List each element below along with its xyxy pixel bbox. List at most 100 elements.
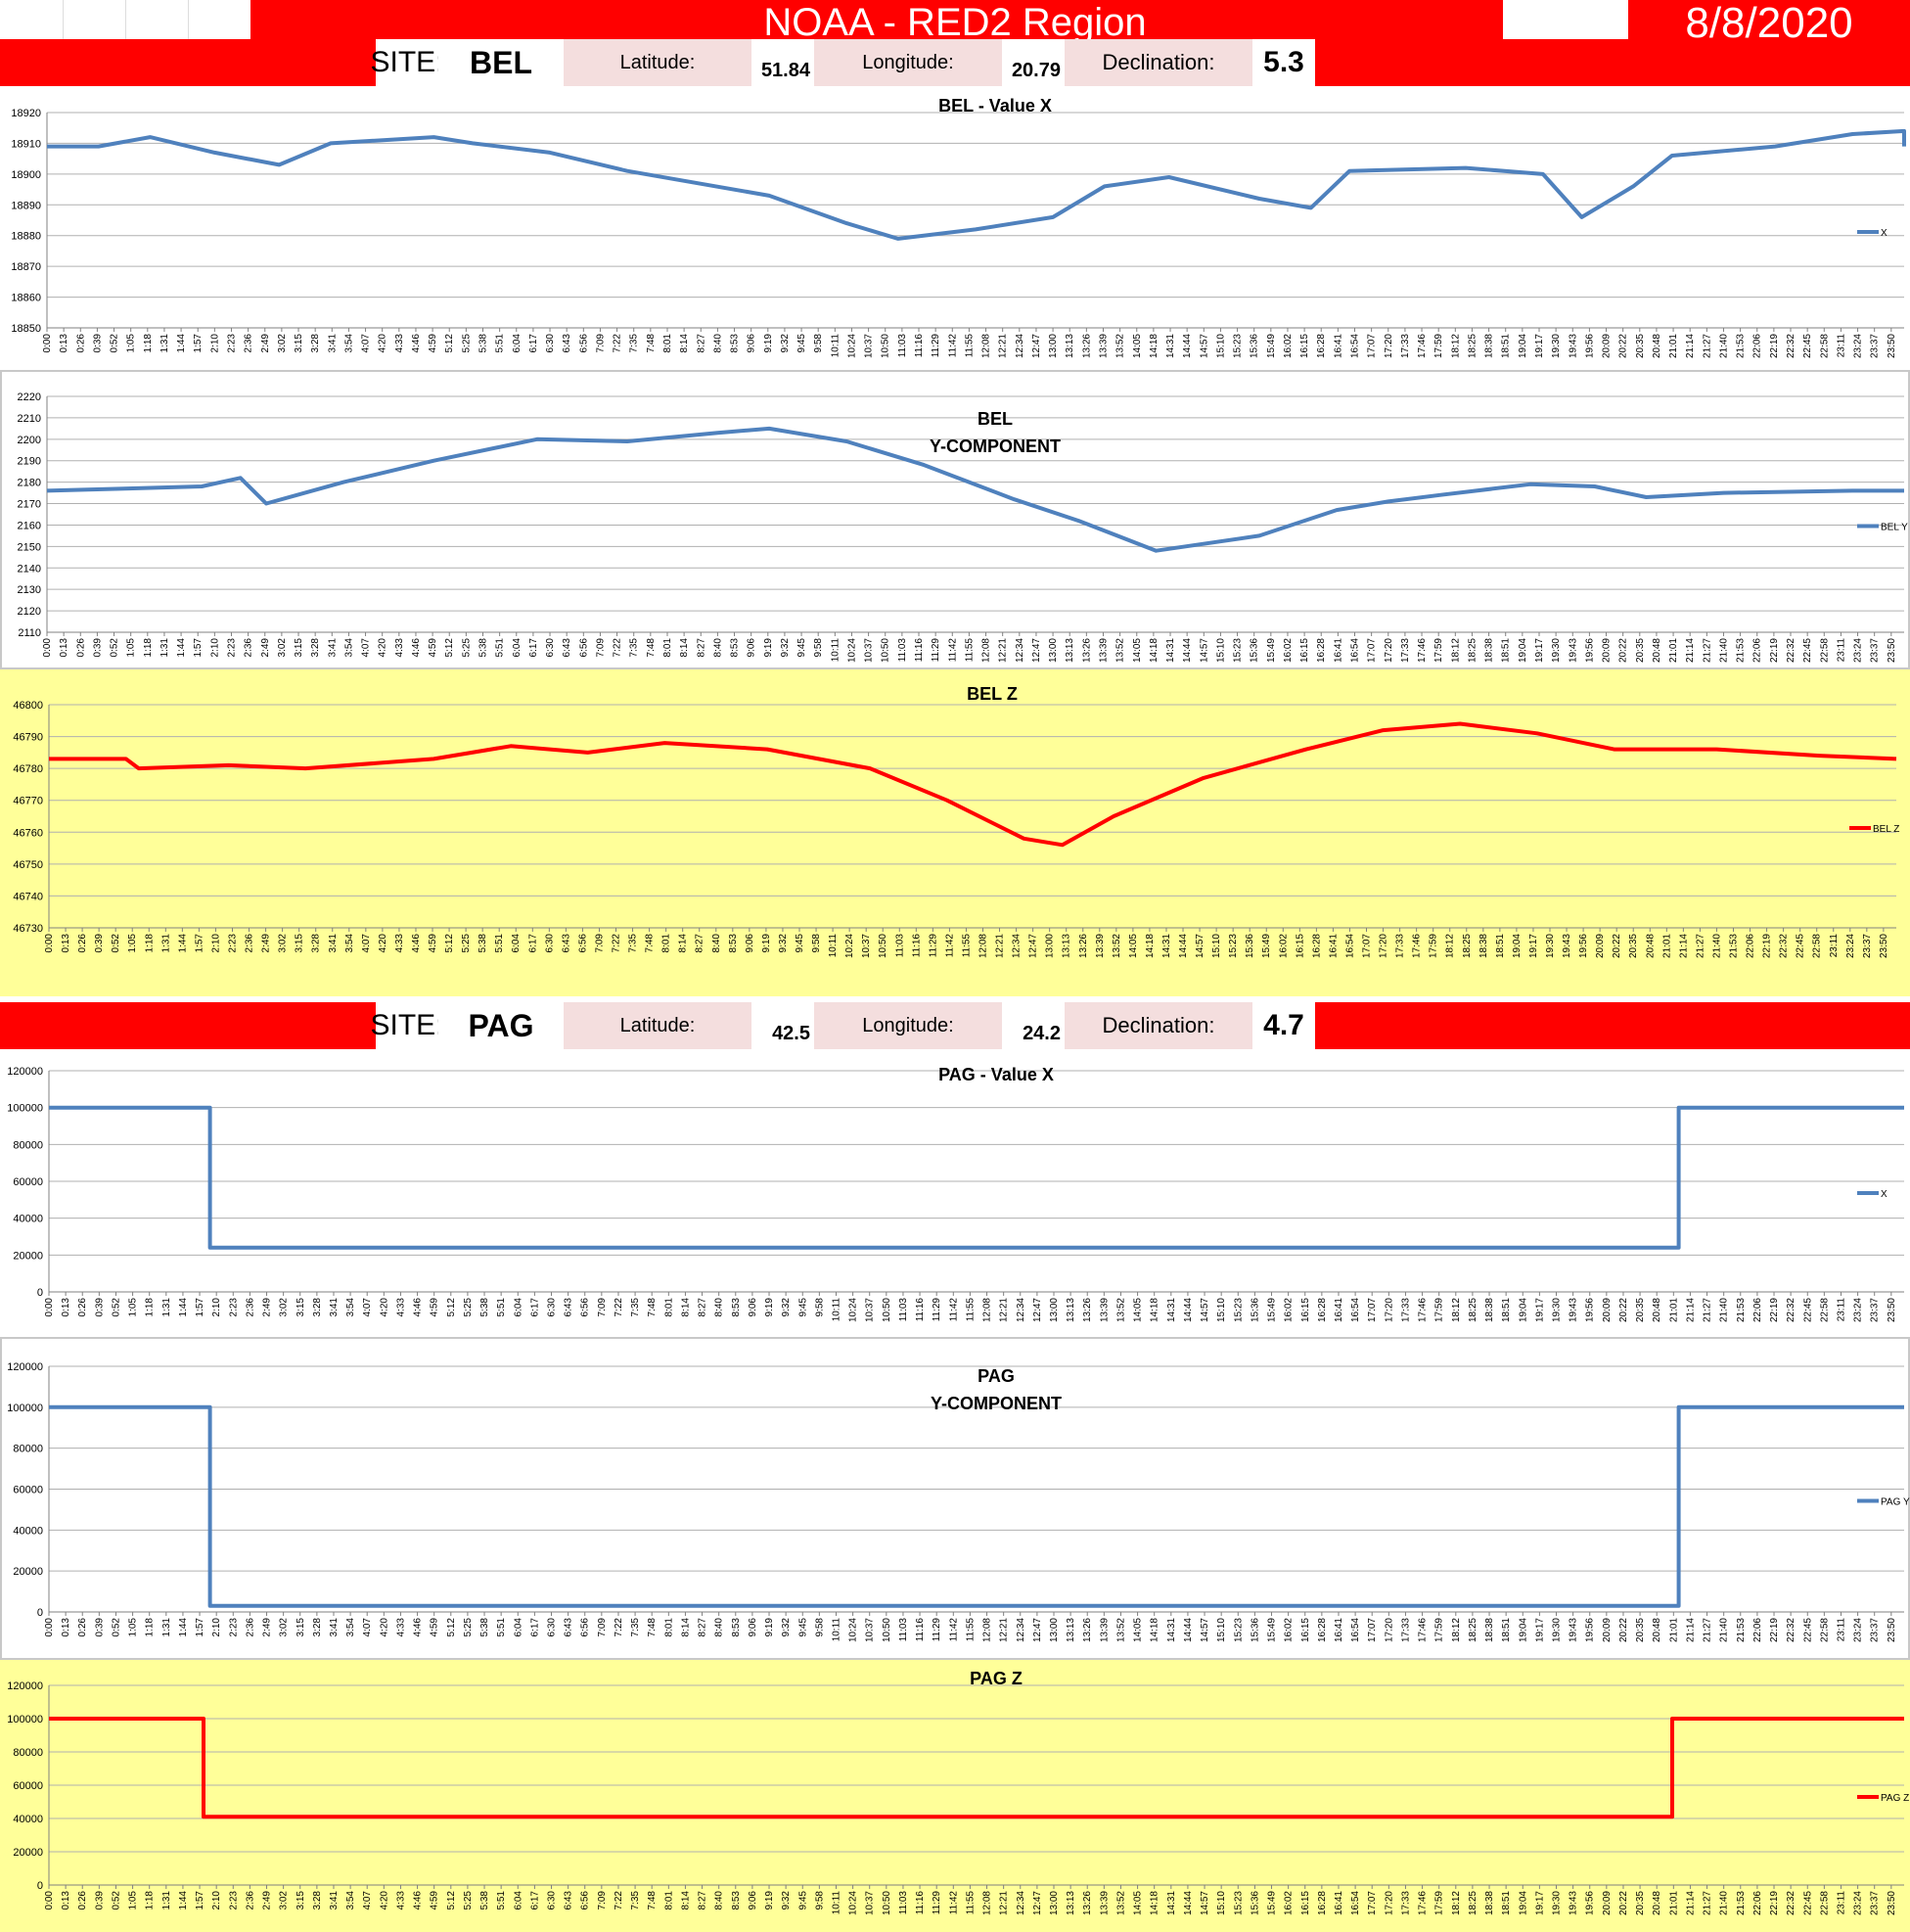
x-tick-label: 9:45	[795, 934, 805, 953]
declination-label: Declination:	[1065, 1002, 1252, 1049]
longitude-label: Longitude:	[814, 39, 1002, 86]
x-tick-label: 16:54	[1350, 1298, 1361, 1322]
x-tick-label: 2:49	[262, 1891, 273, 1910]
x-tick-label: 11:55	[961, 934, 972, 958]
x-tick-label: 9:19	[764, 1891, 775, 1910]
x-tick-label: 22:06	[1752, 1618, 1763, 1642]
x-tick-label: 23:37	[1870, 1618, 1881, 1642]
x-tick-label: 5:51	[495, 638, 506, 658]
x-tick-label: 7:22	[614, 1298, 624, 1317]
x-tick-label: 1:18	[145, 1891, 156, 1910]
x-tick-label: 22:19	[1769, 1891, 1780, 1915]
y-tick-label: 60000	[13, 1780, 43, 1792]
x-tick-label: 9:45	[797, 1618, 808, 1637]
x-tick-label: 11:03	[898, 1891, 909, 1915]
x-tick-label: 6:56	[578, 638, 589, 658]
x-tick-label: 5:51	[494, 934, 505, 953]
x-tick-label: 13:39	[1098, 638, 1109, 663]
y-tick-label: 18860	[11, 293, 41, 304]
x-tick-label: 0:39	[92, 638, 103, 658]
x-tick-label: 4:46	[411, 934, 422, 953]
x-tick-label: 6:56	[577, 934, 588, 953]
x-tick-label: 22:45	[1802, 1298, 1813, 1322]
x-tick-label: 8:01	[662, 638, 673, 658]
x-tick-label: 21:27	[1695, 934, 1705, 958]
x-tick-label: 16:02	[1284, 1298, 1295, 1322]
x-tick-label: 6:17	[527, 934, 538, 953]
x-tick-label: 17:59	[1434, 1891, 1445, 1915]
latitude-label: Latitude:	[564, 1002, 751, 1049]
x-tick-label: 19:43	[1569, 1891, 1579, 1915]
x-tick-label: 5:25	[461, 934, 472, 953]
x-tick-label: 0:39	[94, 1891, 105, 1910]
x-tick-label: 23:11	[1836, 334, 1846, 358]
x-tick-label: 22:19	[1762, 934, 1773, 958]
x-tick-label: 18:25	[1468, 1298, 1478, 1322]
x-tick-label: 13:13	[1066, 1298, 1076, 1322]
x-tick-label: 4:07	[361, 638, 372, 658]
x-tick-label: 11:42	[948, 1891, 959, 1915]
x-tick-label: 7:09	[594, 934, 605, 953]
x-tick-label: 3:41	[327, 638, 338, 658]
x-tick-label: 6:17	[529, 1298, 540, 1317]
legend-label: X	[1881, 1189, 1887, 1200]
x-tick-label: 3:54	[343, 334, 354, 353]
x-tick-label: 6:04	[512, 334, 523, 353]
x-tick-label: 6:56	[578, 334, 589, 353]
x-tick-label: 11:16	[915, 1891, 926, 1915]
x-tick-label: 5:12	[444, 334, 455, 353]
x-tick-label: 8:27	[698, 1298, 708, 1317]
x-tick-label: 0:26	[77, 1298, 88, 1317]
x-tick-label: 11:42	[948, 1298, 959, 1322]
x-tick-label: 1:18	[143, 638, 154, 658]
x-tick-label: 4:59	[428, 334, 438, 353]
x-tick-label: 0:26	[75, 334, 86, 353]
x-tick-label: 3:41	[329, 1891, 340, 1910]
x-tick-label: 10:11	[831, 1298, 841, 1322]
x-tick-label: 10:11	[830, 638, 841, 663]
x-tick-label: 16:54	[1350, 334, 1361, 358]
x-tick-label: 22:58	[1819, 334, 1830, 358]
x-tick-label: 21:53	[1736, 1298, 1747, 1322]
x-tick-label: 23:37	[1870, 1298, 1881, 1322]
chart-title: PAG - Value X	[938, 1065, 1054, 1084]
x-tick-label: 12:47	[1032, 1298, 1043, 1322]
x-tick-label: 19:04	[1518, 1618, 1528, 1642]
x-tick-label: 3:02	[278, 934, 289, 953]
x-tick-label: 10:37	[865, 1298, 876, 1322]
x-tick-label: 11:55	[965, 1618, 976, 1642]
x-tick-label: 19:17	[1534, 334, 1545, 358]
x-tick-label: 12:08	[982, 1618, 993, 1642]
x-tick-label: 9:06	[745, 934, 755, 953]
x-tick-label: 0:52	[111, 934, 121, 953]
x-tick-label: 13:39	[1095, 934, 1106, 958]
longitude-value: 24.2	[1002, 1002, 1065, 1049]
x-tick-label: 3:41	[327, 334, 338, 353]
x-tick-label: 16:41	[1328, 934, 1339, 958]
x-tick-label: 7:09	[597, 1891, 608, 1910]
x-tick-label: 23:37	[1862, 934, 1873, 958]
x-tick-label: 2:36	[244, 334, 254, 353]
x-tick-label: 11:29	[931, 638, 941, 663]
x-tick-label: 14:44	[1183, 1891, 1194, 1915]
x-tick-label: 22:58	[1819, 1298, 1830, 1322]
x-tick-label: 1:57	[193, 638, 204, 658]
latitude-value: 42.5	[751, 1002, 814, 1049]
x-tick-label: 15:23	[1233, 638, 1244, 663]
x-tick-label: 13:26	[1082, 1618, 1093, 1642]
x-tick-label: 11:42	[948, 1618, 959, 1642]
x-tick-label: 23:50	[1887, 1618, 1897, 1642]
x-tick-label: 0:39	[94, 1618, 105, 1637]
x-tick-label: 17:46	[1418, 1618, 1429, 1642]
y-tick-label: 40000	[13, 1214, 43, 1225]
x-tick-label: 13:00	[1049, 1891, 1060, 1915]
x-tick-label: 2:36	[245, 1891, 255, 1910]
x-tick-label: 22:19	[1769, 334, 1780, 358]
x-tick-label: 11:55	[964, 334, 975, 358]
pag-z-chart: 0 20000 40000 60000 80000 100000 120000 0:00 0:1…	[0, 1660, 1910, 1932]
x-tick-label: 16:28	[1316, 638, 1327, 663]
x-tick-label: 20:48	[1652, 1618, 1662, 1642]
y-tick-label: 2150	[18, 541, 41, 553]
x-tick-label: 9:32	[780, 638, 791, 658]
spreadsheet-gridlines	[0, 0, 250, 39]
